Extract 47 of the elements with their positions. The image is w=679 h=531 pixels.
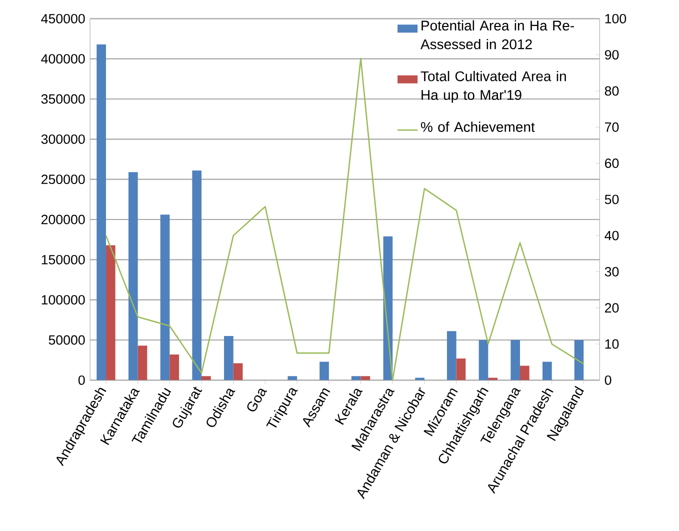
bar <box>96 44 106 380</box>
legend-label: Potential Area in Ha Re-Assessed in 2012 <box>420 20 574 50</box>
bar <box>510 340 520 380</box>
y2-tick-label: 90 <box>604 50 619 60</box>
bar <box>360 376 370 380</box>
bar <box>128 172 138 380</box>
y2-tick-label: 100 <box>605 14 626 24</box>
y-tick-label: 200000 <box>41 214 85 224</box>
bar <box>160 214 170 380</box>
bar <box>542 362 552 380</box>
legend-label: Total Cultivated Area in Ha up to Mar'19 <box>420 71 566 103</box>
bar <box>233 363 243 380</box>
bar <box>288 376 298 380</box>
legend-label: % of Achievement <box>420 122 535 132</box>
y-tick-label: 50000 <box>48 335 85 345</box>
bar <box>192 170 202 380</box>
y-tick-label: 300000 <box>41 134 85 144</box>
bar <box>351 376 361 380</box>
y-tick-label: 450000 <box>41 14 85 24</box>
y-tick-label: 350000 <box>41 94 85 104</box>
y2-tick-label: 0 <box>604 376 612 385</box>
y2-tick-label: 50 <box>604 194 619 204</box>
bar <box>138 346 148 380</box>
bar <box>320 362 329 380</box>
y2-tick-label: 20 <box>605 303 619 313</box>
y2-tick-label: 10 <box>605 339 619 349</box>
y2-tick-label: 60 <box>605 158 619 168</box>
x-tick-label: Goa <box>247 388 267 412</box>
bar <box>520 366 530 380</box>
y2-tick-label: 70 <box>605 122 619 132</box>
bar <box>478 340 488 380</box>
line-series <box>105 58 584 380</box>
y2-tick-label: 30 <box>604 267 619 276</box>
y-tick-label: 250000 <box>41 174 85 184</box>
bar <box>170 354 180 380</box>
bar <box>202 376 211 380</box>
y2-tick-label: 80 <box>604 86 619 96</box>
y-tick-label: 0 <box>78 376 85 385</box>
bar <box>446 331 456 380</box>
y-tick-label: 400000 <box>41 54 85 64</box>
bar <box>224 336 234 380</box>
bar <box>456 358 466 380</box>
y-tick-label: 150000 <box>42 255 85 264</box>
y2-tick-label: 40 <box>604 230 619 240</box>
y-tick-label: 100000 <box>42 295 85 305</box>
bar <box>574 340 584 380</box>
bar <box>106 245 116 380</box>
